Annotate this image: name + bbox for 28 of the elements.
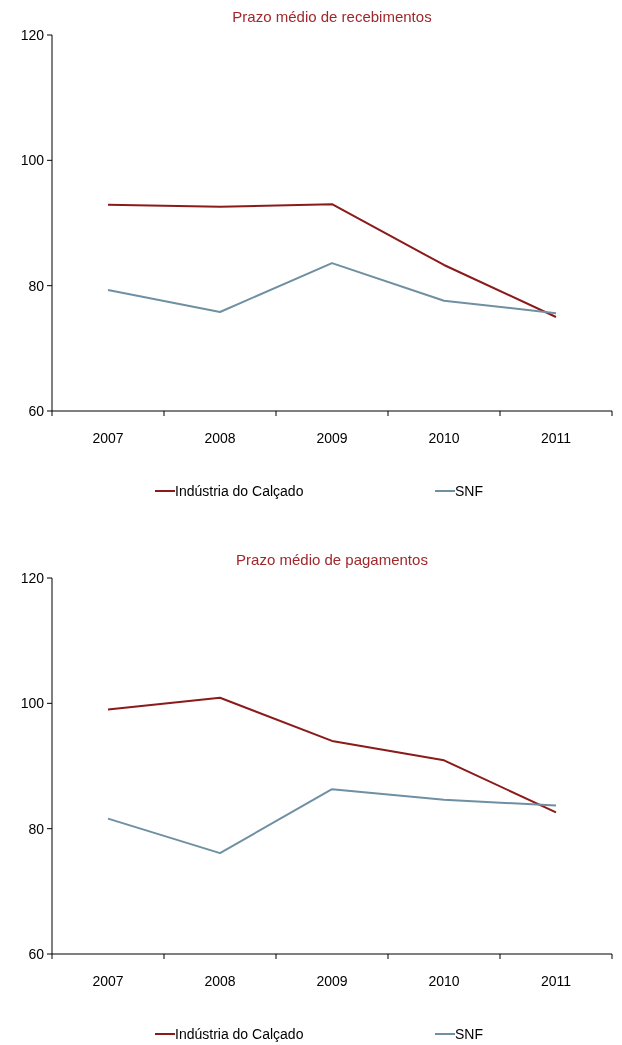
x-tick-label: 2011	[540, 973, 572, 989]
legend-label: Indústria do Calçado	[175, 1025, 304, 1042]
chart-title: Prazo médio de recebimentos	[232, 8, 432, 25]
y-tick-label: 60	[28, 945, 45, 962]
x-tick-label: 2008	[204, 430, 236, 446]
line-series	[107, 262, 557, 315]
legend-label: SNF	[455, 1025, 483, 1042]
legend-label: Indústria do Calçado	[175, 482, 304, 499]
y-tick-label: 80	[28, 277, 45, 294]
y-tick-label: 120	[20, 26, 45, 43]
x-tick-label: 2010	[428, 430, 460, 446]
legend-label: SNF	[455, 482, 483, 499]
x-tick-label: 2009	[316, 430, 348, 446]
line-series	[107, 788, 557, 855]
x-tick-label: 2010	[428, 973, 460, 989]
y-tick-label: 80	[28, 820, 45, 837]
line-series	[107, 696, 557, 814]
y-tick-label: 120	[20, 569, 45, 586]
x-tick-label: 2008	[204, 973, 236, 989]
x-tick-label: 2007	[92, 973, 124, 989]
y-tick-label: 60	[28, 402, 45, 419]
y-tick-label: 100	[20, 695, 45, 712]
y-tick-label: 100	[20, 152, 45, 169]
line-series	[107, 203, 557, 318]
x-tick-label: 2009	[316, 973, 348, 989]
chart-title: Prazo médio de pagamentos	[236, 551, 428, 568]
x-tick-label: 2011	[540, 430, 572, 446]
x-tick-label: 2007	[92, 430, 124, 446]
